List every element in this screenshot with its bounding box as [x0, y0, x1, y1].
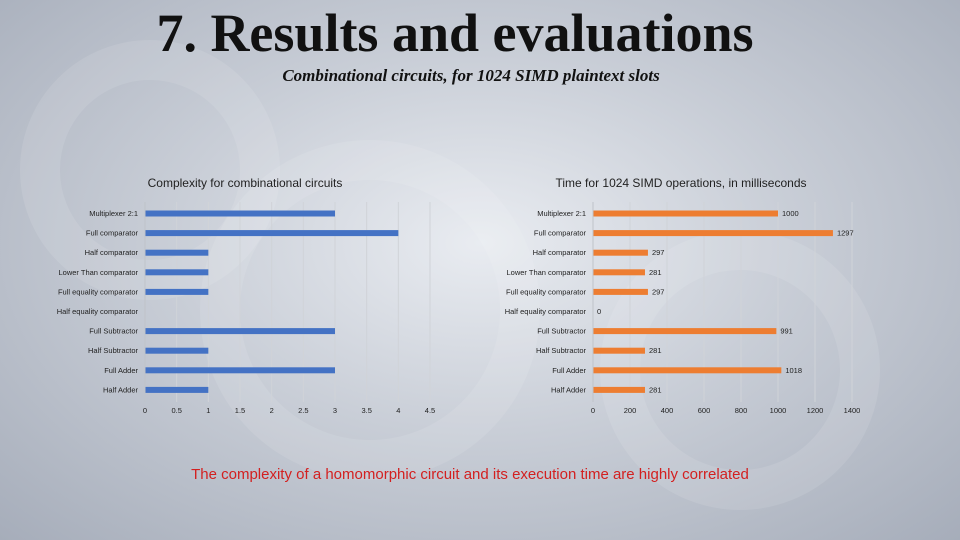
time-bar: [593, 288, 648, 295]
complexity-category-label: Full equality comparator: [58, 287, 139, 296]
complexity-category-label: Half equality comparator: [57, 307, 139, 316]
time-data-label: 297: [652, 287, 665, 296]
complexity-category-label: Full comparator: [86, 229, 139, 238]
time-x-tick-label: 400: [661, 406, 674, 415]
time-category-label: Full comparator: [534, 229, 587, 238]
complexity-category-label: Full Adder: [104, 366, 138, 375]
complexity-x-tick-label: 2.5: [298, 406, 308, 415]
time-category-label: Half comparator: [533, 248, 587, 257]
time-bar: [593, 347, 645, 354]
complexity-bar: [145, 230, 399, 237]
complexity-category-label: Full Subtractor: [89, 327, 138, 336]
slide-subtitle: Combinational circuits, for 1024 SIMD pl…: [282, 66, 660, 85]
time-category-label: Full Subtractor: [537, 327, 586, 336]
time-category-label: Full equality comparator: [506, 287, 587, 296]
time-x-tick-label: 1200: [807, 406, 824, 415]
complexity-x-tick-label: 4.5: [425, 406, 435, 415]
time-category-label: Multiplexer 2:1: [537, 209, 586, 218]
time-chart-title: Time for 1024 SIMD operations, in millis…: [556, 176, 807, 190]
time-x-tick-label: 200: [624, 406, 637, 415]
complexity-category-label: Multiplexer 2:1: [89, 209, 138, 218]
time-category-label: Half Subtractor: [536, 346, 587, 355]
complexity-bar: [145, 210, 335, 217]
time-x-tick-label: 800: [735, 406, 748, 415]
complexity-x-tick-label: 4: [396, 406, 400, 415]
time-data-label: 1018: [785, 366, 802, 375]
time-x-tick-label: 600: [698, 406, 711, 415]
time-data-label: 1297: [837, 229, 854, 238]
complexity-chart-title: Complexity for combinational circuits: [148, 176, 343, 190]
complexity-category-label: Half comparator: [85, 248, 139, 257]
time-bar: [593, 249, 648, 256]
time-bar: [593, 367, 782, 374]
time-data-label: 991: [780, 327, 793, 336]
time-data-label: 1000: [782, 209, 799, 218]
time-bar: [593, 230, 833, 237]
time-category-label: Half equality comparator: [505, 307, 587, 316]
slide-title: 7. Results and evaluations: [156, 3, 754, 63]
time-bar: [593, 269, 645, 276]
complexity-bar: [145, 386, 209, 393]
complexity-x-tick-label: 2: [270, 406, 274, 415]
time-category-label: Half Adder: [551, 385, 587, 394]
time-category-label: Lower Than comparator: [507, 268, 587, 277]
complexity-x-tick-label: 3: [333, 406, 337, 415]
time-x-tick-label: 1400: [844, 406, 861, 415]
complexity-x-tick-label: 1: [206, 406, 210, 415]
complexity-bar: [145, 367, 335, 374]
complexity-bar: [145, 328, 335, 335]
time-bar: [593, 210, 778, 217]
time-x-tick-label: 0: [591, 406, 595, 415]
complexity-bar: [145, 347, 209, 354]
complexity-category-label: Half Subtractor: [88, 346, 139, 355]
complexity-bar: [145, 288, 209, 295]
time-x-tick-label: 1000: [770, 406, 787, 415]
conclusion-text: The complexity of a homomorphic circuit …: [191, 466, 749, 483]
time-data-label: 281: [649, 346, 662, 355]
time-data-label: 0: [597, 307, 601, 316]
complexity-x-tick-label: 0.5: [171, 406, 181, 415]
complexity-bar: [145, 249, 209, 256]
time-bar: [593, 328, 777, 335]
complexity-category-label: Half Adder: [103, 385, 139, 394]
complexity-x-tick-label: 3.5: [361, 406, 371, 415]
time-data-label: 281: [649, 268, 662, 277]
time-bar: [593, 386, 645, 393]
complexity-bar: [145, 269, 209, 276]
time-category-label: Full Adder: [552, 366, 586, 375]
complexity-category-label: Lower Than comparator: [59, 268, 139, 277]
time-data-label: 297: [652, 248, 665, 257]
complexity-x-tick-label: 0: [143, 406, 147, 415]
complexity-x-tick-label: 1.5: [235, 406, 245, 415]
time-data-label: 281: [649, 385, 662, 394]
